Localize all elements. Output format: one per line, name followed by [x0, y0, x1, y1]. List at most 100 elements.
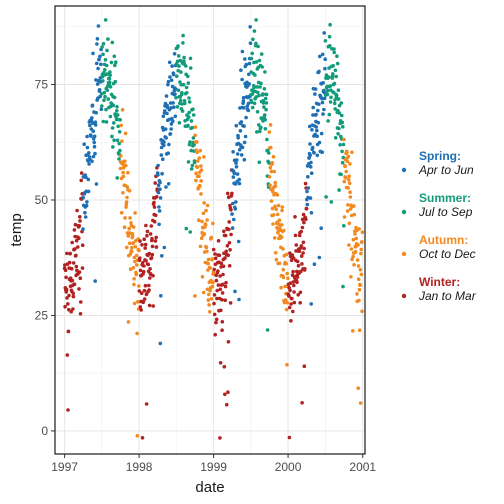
data-point: [258, 129, 262, 134]
data-point: [142, 264, 146, 268]
data-point: [197, 156, 202, 160]
data-point: [306, 186, 311, 190]
data-point: [93, 120, 98, 124]
data-point: [329, 95, 333, 100]
data-point: [126, 234, 131, 238]
data-point: [115, 113, 120, 117]
data-point: [171, 72, 176, 77]
legend-label: Winter:: [419, 275, 460, 289]
data-point: [77, 287, 81, 291]
data-point: [286, 276, 290, 281]
data-point: [139, 308, 143, 312]
data-point: [254, 18, 258, 22]
data-point: [139, 291, 144, 296]
data-point: [100, 74, 105, 79]
data-point: [276, 203, 281, 208]
data-point: [280, 208, 284, 213]
data-point: [341, 284, 345, 289]
data-point: [153, 181, 157, 185]
data-point: [112, 95, 117, 100]
data-point: [125, 245, 129, 250]
data-point: [352, 204, 356, 208]
data-point: [300, 217, 305, 222]
data-point: [315, 128, 319, 133]
data-point: [142, 288, 147, 293]
data-point: [230, 226, 235, 230]
legend-key: [401, 293, 407, 299]
data-point: [340, 113, 344, 118]
data-point: [93, 279, 97, 283]
data-point: [225, 244, 230, 248]
data-point: [127, 189, 132, 193]
data-point: [254, 95, 259, 99]
data-point: [186, 160, 191, 164]
data-point: [256, 44, 260, 49]
data-point: [145, 233, 149, 238]
data-point: [98, 54, 102, 59]
data-point: [290, 253, 295, 257]
data-point: [305, 202, 310, 207]
data-point: [300, 225, 305, 230]
data-point: [353, 250, 358, 254]
data-point: [342, 224, 346, 228]
data-point: [335, 61, 340, 66]
data-point: [135, 331, 139, 336]
data-point: [239, 68, 243, 72]
data-point: [257, 123, 261, 127]
data-point: [341, 125, 345, 129]
data-point: [85, 145, 90, 150]
data-point: [176, 54, 181, 58]
data-point: [317, 102, 321, 106]
data-point: [159, 145, 164, 150]
data-point: [334, 74, 339, 79]
data-point: [346, 186, 351, 190]
data-point: [199, 192, 203, 196]
data-point: [309, 171, 314, 175]
data-point: [285, 300, 290, 305]
data-point: [189, 148, 193, 153]
data-point: [66, 329, 71, 334]
data-point: [223, 392, 227, 397]
data-point: [99, 107, 104, 112]
data-point: [301, 251, 305, 255]
data-point: [235, 172, 240, 176]
data-point: [234, 123, 239, 128]
data-point: [161, 114, 166, 119]
data-point: [154, 235, 158, 240]
data-point: [220, 291, 225, 295]
data-point: [133, 259, 137, 264]
data-point: [224, 249, 228, 254]
data-point: [120, 139, 124, 143]
data-point: [104, 107, 108, 112]
data-point: [336, 88, 341, 92]
data-point: [296, 263, 301, 268]
x-tick-label: 1997: [51, 460, 78, 474]
data-point: [85, 134, 89, 139]
data-point: [97, 57, 101, 62]
data-point: [218, 361, 223, 365]
data-point: [327, 112, 332, 117]
data-point: [287, 435, 292, 440]
data-point: [71, 261, 76, 265]
data-point: [65, 296, 69, 300]
data-point: [171, 101, 175, 105]
data-point: [99, 62, 103, 67]
data-point: [251, 37, 255, 42]
data-point: [277, 261, 282, 266]
data-point: [339, 172, 343, 177]
data-point: [96, 24, 101, 28]
data-point: [353, 232, 357, 236]
data-point: [227, 241, 232, 245]
legend-description: Apr to Jun: [418, 163, 474, 177]
data-point: [119, 123, 123, 128]
y-tick-label: 50: [35, 193, 49, 207]
legend-label: Spring:: [419, 149, 461, 163]
data-point: [212, 301, 216, 306]
data-point: [80, 243, 85, 247]
data-point: [280, 223, 284, 227]
data-point: [333, 136, 338, 140]
data-point: [309, 160, 313, 165]
data-point: [270, 161, 275, 165]
data-point: [322, 96, 327, 101]
data-point: [300, 262, 304, 266]
